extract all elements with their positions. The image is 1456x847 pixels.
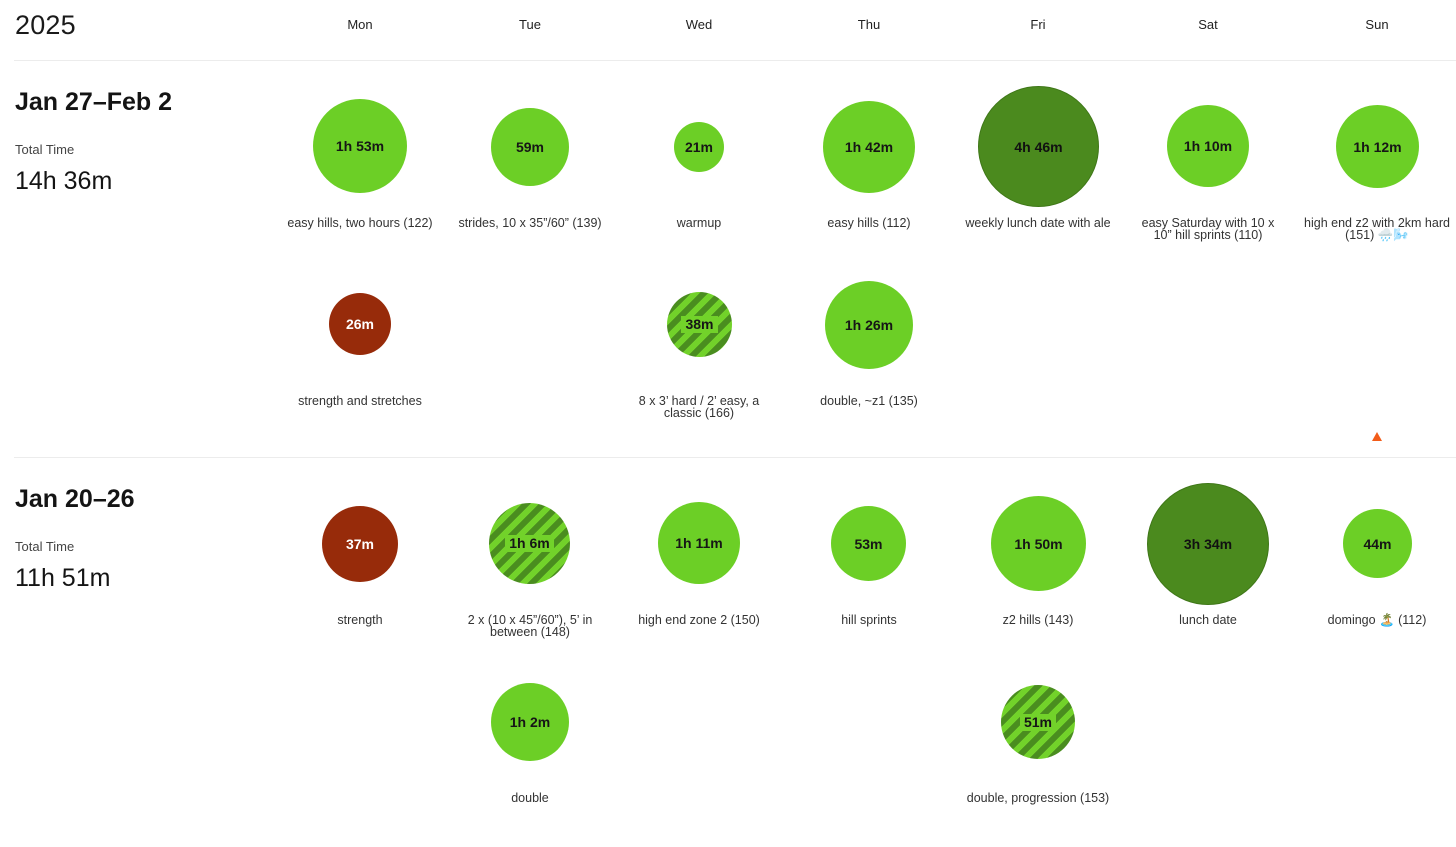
activity-time: 38m bbox=[681, 316, 718, 333]
activity-caption: double, progression (153) bbox=[966, 791, 1110, 805]
week-title: Jan 27–Feb 2 bbox=[15, 88, 173, 116]
activity-caption: weekly lunch date with ale bbox=[965, 216, 1111, 230]
year-title: 2025 bbox=[15, 10, 76, 40]
activity-caption: easy hills (112) bbox=[827, 216, 911, 230]
activity-bubble[interactable]: 53m bbox=[831, 506, 906, 581]
activity-caption: 8 x 3’ hard / 2’ easy, a classic (166) bbox=[638, 394, 760, 420]
activity-caption: hill sprints bbox=[841, 613, 897, 627]
total-time-label: Total Time bbox=[15, 142, 75, 157]
activity-bubble[interactable]: 1h 11m bbox=[658, 502, 740, 584]
activity-caption: 2 x (10 x 45”/60”), 5’ in between (148) bbox=[467, 613, 593, 639]
day-header-mon: Mon bbox=[347, 17, 373, 32]
activity-caption: domingo 🏝️ (112) bbox=[1327, 613, 1427, 627]
activity-caption: strength bbox=[337, 613, 383, 627]
activity-bubble[interactable]: 1h 53m bbox=[313, 99, 407, 193]
activity-time: 51m bbox=[1019, 713, 1057, 731]
activity-bubble-interval[interactable]: 38m bbox=[667, 292, 732, 357]
total-time-value: 14h 36m bbox=[15, 167, 113, 195]
activity-bubble[interactable]: 26m bbox=[329, 293, 391, 355]
activity-bubble[interactable]: 4h 46m bbox=[978, 86, 1099, 207]
activity-bubble[interactable]: 3h 34m bbox=[1147, 483, 1269, 605]
activity-caption: strength and stretches bbox=[298, 394, 422, 408]
warning-marker-icon bbox=[1372, 432, 1382, 441]
activity-caption: easy hills, two hours (122) bbox=[287, 216, 433, 230]
activity-time: 1h 6m bbox=[505, 535, 554, 552]
activity-caption: high end zone 2 (150) bbox=[638, 613, 760, 627]
activity-caption: easy Saturday with 10 x 10” hill sprints… bbox=[1141, 216, 1275, 242]
divider bbox=[14, 60, 1456, 61]
activity-bubble[interactable]: 1h 12m bbox=[1336, 105, 1419, 188]
activity-caption: high end z2 with 2km hard (151) 🌧️🌬️ bbox=[1304, 216, 1450, 242]
day-header-wed: Wed bbox=[685, 17, 713, 32]
activity-caption: double, ~z1 (135) bbox=[820, 394, 918, 408]
activity-caption: strides, 10 x 35”/60” (139) bbox=[458, 216, 602, 230]
activity-bubble[interactable]: 1h 26m bbox=[825, 281, 913, 369]
activity-caption: warmup bbox=[676, 216, 722, 230]
total-time-label: Total Time bbox=[15, 539, 75, 554]
total-time-value: 11h 51m bbox=[15, 564, 111, 592]
day-header-sun: Sun bbox=[1365, 17, 1389, 32]
activity-bubble[interactable]: 1h 42m bbox=[823, 101, 915, 193]
activity-bubble[interactable]: 44m bbox=[1343, 509, 1412, 578]
activity-bubble[interactable]: 37m bbox=[322, 506, 398, 582]
activity-caption: lunch date bbox=[1179, 613, 1237, 627]
activity-bubble-interval[interactable]: 51m bbox=[1001, 685, 1075, 759]
activity-bubble[interactable]: 1h 10m bbox=[1167, 105, 1249, 187]
activity-caption: z2 hills (143) bbox=[1002, 613, 1074, 627]
activity-bubble[interactable]: 59m bbox=[491, 108, 569, 186]
activity-bubble[interactable]: 21m bbox=[674, 122, 724, 172]
activity-bubble-interval[interactable]: 1h 6m bbox=[489, 503, 570, 584]
activity-bubble[interactable]: 1h 50m bbox=[991, 496, 1086, 591]
activity-bubble[interactable]: 1h 2m bbox=[491, 683, 569, 761]
day-header-fri: Fri bbox=[1030, 17, 1046, 32]
day-header-tue: Tue bbox=[519, 17, 541, 32]
activity-caption: double bbox=[511, 791, 549, 805]
week-title: Jan 20–26 bbox=[15, 485, 135, 513]
divider bbox=[14, 457, 1456, 458]
day-header-thu: Thu bbox=[857, 17, 881, 32]
day-header-sat: Sat bbox=[1198, 17, 1218, 32]
